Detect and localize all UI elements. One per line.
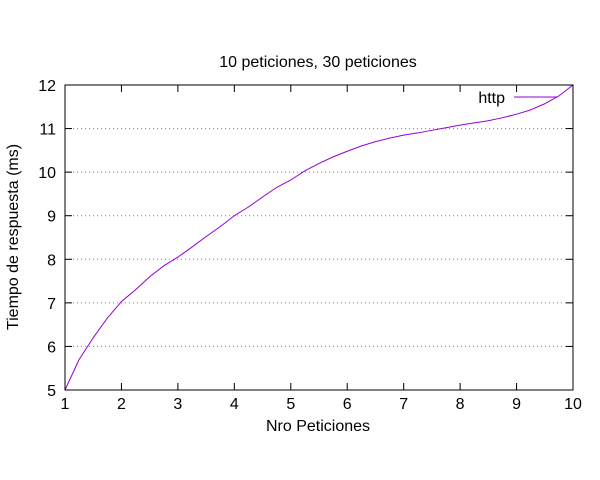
x-tick-label: 9 (512, 396, 521, 413)
x-tick-label: 8 (456, 396, 465, 413)
y-tick-label: 10 (38, 165, 56, 182)
x-tick-labels: 1 2 3 4 5 6 7 8 9 10 (61, 396, 582, 413)
series-layer (64, 84, 574, 391)
y-tick-label: 12 (38, 78, 56, 95)
x-tick-label: 10 (564, 396, 582, 413)
series-line-http (64, 84, 574, 391)
x-tick-label: 7 (399, 396, 408, 413)
x-tick-label: 6 (343, 396, 352, 413)
y-tick-label: 7 (47, 296, 56, 313)
y-tick-label: 5 (47, 383, 56, 400)
y-tick-label: 6 (47, 339, 56, 356)
y-tick-labels: 5 6 7 8 9 10 11 12 (38, 78, 56, 400)
x-tick-label: 2 (117, 396, 126, 413)
y-tick-label: 9 (47, 209, 56, 226)
tick-marks (64, 84, 574, 391)
x-tick-label: 3 (173, 396, 182, 413)
legend-label-http: http (478, 90, 505, 107)
y-tick-label: 11 (39, 122, 56, 139)
x-axis-label: Nro Peticiones (266, 418, 370, 435)
y-tick-label: 8 (47, 252, 56, 269)
x-tick-label: 1 (61, 396, 70, 413)
x-tick-label: 4 (230, 396, 239, 413)
grid-lines (65, 128, 573, 347)
x-tick-label: 5 (286, 396, 295, 413)
plot-frame (64, 84, 574, 391)
chart-title: 10 peticiones, 30 peticiones (219, 54, 416, 71)
legend: http (478, 90, 557, 107)
y-axis-label: Tiempo de respuesta (ms) (5, 144, 22, 330)
